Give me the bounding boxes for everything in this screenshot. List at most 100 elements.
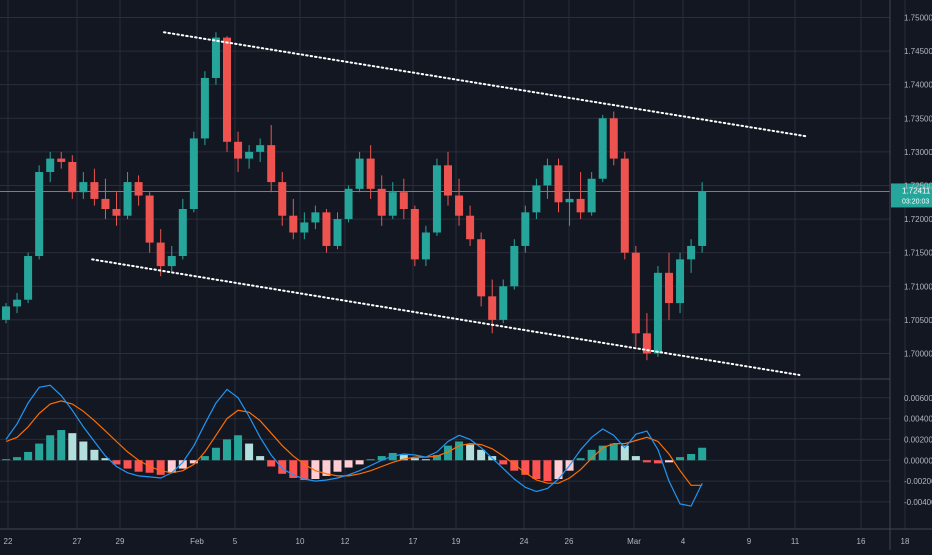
candle-body (2, 306, 10, 320)
macd-histogram-bar (35, 443, 44, 461)
macd-tick-label: 0.00600 (904, 394, 932, 403)
macd-histogram-bar (477, 449, 486, 461)
candle-body (598, 118, 607, 179)
macd-histogram-bar (620, 445, 629, 461)
candle-body (278, 182, 287, 216)
candle-body (466, 215, 475, 240)
time-tick-label: 24 (520, 537, 529, 546)
candle-body (510, 245, 519, 287)
price-tick-label: 1.71500 (904, 249, 932, 258)
macd-histogram-bar (322, 460, 331, 476)
candle-body (167, 256, 176, 267)
candle-body (366, 158, 375, 189)
macd-histogram-bar (355, 460, 364, 465)
macd-histogram-bar (676, 457, 685, 461)
macd-histogram-bar (178, 460, 187, 469)
macd-histogram-bar (79, 441, 88, 461)
candle-body (421, 232, 430, 260)
time-tick-label: 16 (857, 537, 866, 546)
price-label-box (891, 183, 932, 208)
time-tick-label: 22 (4, 537, 13, 546)
candle-body (134, 182, 143, 196)
macd-histogram-bar (211, 447, 220, 461)
macd-histogram-bar (554, 460, 563, 479)
macd-histogram-bar (24, 451, 33, 461)
time-tick-label: 18 (901, 537, 910, 546)
macd-histogram-bar (256, 456, 265, 461)
candle-body (388, 192, 397, 216)
price-tick-label: 1.72500 (904, 181, 932, 190)
macd-histogram-bar (156, 460, 165, 475)
candle-body (289, 215, 298, 233)
candle-body (156, 242, 165, 267)
macd-tick-label: -0.00200 (904, 477, 932, 486)
candle-body (477, 239, 486, 297)
candle-body (609, 118, 618, 159)
macd-histogram-bar (167, 460, 176, 473)
macd-histogram-bar (189, 460, 198, 464)
candle-body (189, 138, 198, 209)
macd-histogram-bar (200, 456, 209, 461)
macd-histogram-bar (366, 459, 375, 461)
candle-body (90, 182, 99, 199)
macd-histogram-bar (46, 435, 55, 461)
price-tick-label: 1.75000 (904, 13, 932, 22)
channel-trendlines[interactable] (91, 31, 809, 376)
macd-histogram-bar (112, 460, 121, 465)
macd-histogram-bar (576, 458, 585, 461)
candle-body (620, 158, 629, 253)
candle-body (24, 256, 33, 300)
candle-body (35, 172, 44, 257)
candle-body (267, 145, 276, 183)
candle-body (543, 165, 552, 186)
macd-histogram-bar (532, 460, 541, 479)
candle-body (499, 286, 508, 320)
candle-body (687, 245, 696, 260)
macd-histogram-bar (289, 460, 298, 478)
candle-body (653, 272, 662, 354)
macd-histogram-bar (543, 460, 552, 482)
candle-body (377, 188, 386, 216)
candle-body (101, 198, 110, 209)
price-tick-label: 1.70500 (904, 316, 932, 325)
candle-body (46, 158, 55, 173)
candle-body (432, 165, 441, 233)
macd-indicator (2, 384, 707, 507)
candle-body (676, 259, 685, 304)
candle-body (488, 296, 497, 320)
time-tick-label: 29 (116, 537, 125, 546)
macd-line (5, 384, 703, 507)
upper-channel-trendline (163, 31, 809, 138)
price-tick-label: 1.74000 (904, 81, 932, 90)
candle-body (698, 191, 707, 246)
price-tick-label: 1.74500 (904, 47, 932, 56)
macd-tick-label: -0.00400 (904, 498, 932, 507)
candle-body (68, 161, 77, 193)
macd-histogram-bar (223, 439, 231, 461)
candle-body (455, 195, 464, 216)
candle-body (355, 158, 364, 189)
candle-body (223, 37, 231, 142)
signal-line (5, 400, 703, 486)
macd-histogram-bar (267, 460, 276, 467)
candle-body (399, 192, 408, 209)
macd-histogram-bar (68, 433, 77, 461)
candle-body (145, 195, 154, 243)
macd-histogram-bar (399, 455, 408, 461)
price-tick-label: 1.72000 (904, 215, 932, 224)
candle-body (57, 158, 66, 162)
macd-histogram-bar (377, 456, 386, 461)
macd-histogram-bar (344, 460, 353, 468)
candle-body (234, 141, 243, 159)
candle-body (576, 198, 585, 213)
lower-channel-trendline (91, 258, 801, 376)
macd-histogram-bar (245, 443, 254, 461)
macd-histogram-bar (499, 460, 508, 465)
macd-histogram-bar (631, 456, 640, 461)
time-tick-label: 19 (452, 537, 461, 546)
macd-histogram-bar (587, 449, 596, 461)
candle-body (554, 165, 563, 203)
